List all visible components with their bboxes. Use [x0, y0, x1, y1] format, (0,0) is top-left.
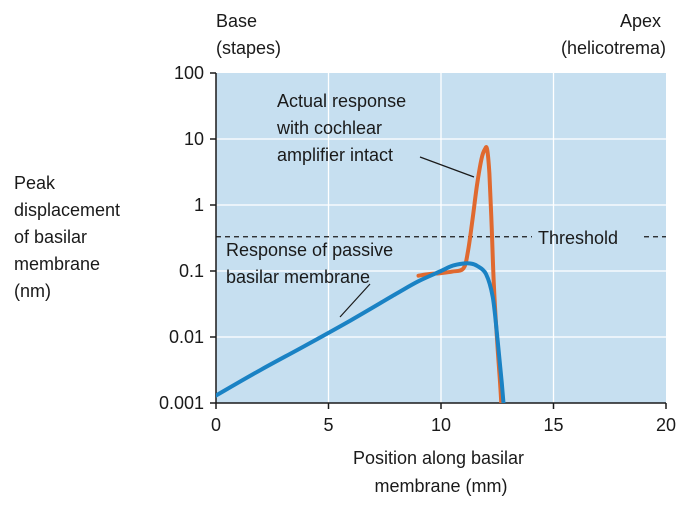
y-axis-title-line-1: Peak — [14, 173, 56, 193]
y-tick-label: 100 — [174, 63, 204, 83]
y-tick-label: 0.1 — [179, 261, 204, 281]
x-tick-label: 10 — [431, 415, 451, 435]
y-tick-label: 0.01 — [169, 327, 204, 347]
passive-response-curve — [216, 261, 506, 403]
x-axis-title-line-2: membrane (mm) — [374, 476, 507, 496]
y-axis-title-line-5: (nm) — [14, 281, 51, 301]
apex-label: Apex (helicotrema) — [561, 11, 666, 58]
x-tick-label: 20 — [656, 415, 676, 435]
passive-response-leader — [339, 283, 371, 318]
y-axis-title-line-3: of basilar — [14, 227, 87, 247]
x-tick-label: 0 — [211, 415, 221, 435]
actual-response-line-2: with cochlear — [276, 118, 382, 138]
threshold-label: Threshold — [538, 228, 618, 248]
y-axis-title-line-2: displacement — [14, 200, 120, 220]
actual-response-line-1: Actual response — [277, 91, 406, 111]
passive-response-line-1: Response of passive — [226, 240, 393, 260]
actual-response-line-3: amplifier intact — [277, 145, 393, 165]
base-label: Base (stapes) — [216, 11, 281, 58]
grid — [216, 73, 666, 403]
apex-label-line-2: (helicotrema) — [561, 38, 666, 58]
y-tick-label: 10 — [184, 129, 204, 149]
actual-response-label: Actual response with cochlear amplifier … — [276, 91, 411, 165]
threshold-group: Threshold — [216, 228, 666, 248]
y-axis-title-line-4: membrane — [14, 254, 100, 274]
actual-response-leader — [419, 156, 475, 178]
x-tick-label: 15 — [543, 415, 563, 435]
passive-response-label: Response of passive basilar membrane — [226, 240, 398, 287]
passive-response-line-2: basilar membrane — [226, 267, 370, 287]
series-layer — [216, 145, 506, 403]
y-axis-title: Peak displacement of basilar membrane (n… — [14, 173, 125, 301]
tick-labels: 0.001 0.01 0.1 1 10 100 0 5 10 15 20 — [159, 63, 676, 435]
axes — [210, 72, 667, 409]
y-tick-label: 0.001 — [159, 393, 204, 413]
base-label-line-2: (stapes) — [216, 38, 281, 58]
y-tick-label: 1 — [194, 195, 204, 215]
x-tick-label: 5 — [323, 415, 333, 435]
x-axis-title: Position along basilar membrane (mm) — [353, 448, 529, 496]
apex-label-line-1: Apex — [620, 11, 661, 31]
base-label-line-1: Base — [216, 11, 257, 31]
x-axis-title-line-1: Position along basilar — [353, 448, 524, 468]
